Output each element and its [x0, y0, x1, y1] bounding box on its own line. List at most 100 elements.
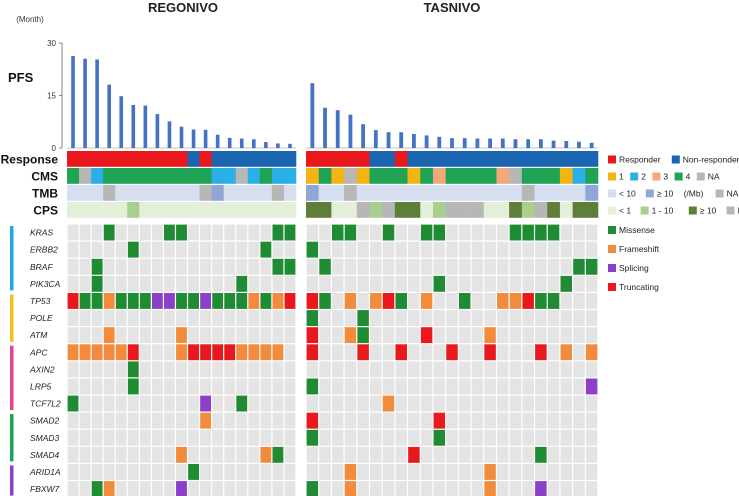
tasnivo-mutation-cell [484, 310, 496, 326]
regonivo-mutation-cell [272, 361, 284, 378]
tasnivo-mutation-cell [471, 258, 484, 275]
tasnivo-mutation-cell [573, 224, 585, 241]
tasnivo-cps-cell [382, 202, 396, 218]
tasnivo-mutation-cell [306, 429, 319, 446]
regonivo-mutation-cell [127, 378, 139, 395]
tasnivo-mutation-cell [306, 412, 319, 429]
tasnivo-mutation-cell [573, 378, 585, 395]
regonivo-mutation-cell [272, 395, 284, 412]
regonivo-cps-cell [259, 202, 273, 218]
tasnivo-cms-cell [356, 168, 370, 184]
tasnivo-mutation-cell [395, 446, 407, 463]
tasnivo-tmb-cell [420, 185, 434, 201]
regonivo-mutation-cell [272, 429, 284, 446]
tasnivo-mutation-cell [547, 224, 560, 241]
tasnivo-mutation-cell [547, 464, 560, 480]
tasnivo-mutation-cell [344, 241, 357, 258]
tasnivo-tmb-cell [496, 185, 510, 201]
tasnivo-mutation-cell [509, 464, 522, 480]
tasnivo-mutation-cell [395, 429, 407, 446]
tasnivo-mutation-cell [408, 412, 420, 429]
regonivo-mutation-cell [79, 446, 91, 463]
tasnivo-response-cell [458, 151, 472, 167]
tasnivo-cps-cell [356, 202, 370, 218]
regonivo-mutation-cell [248, 327, 260, 344]
regonivo-mutation-cell [139, 224, 151, 241]
regonivo-mutation-cell [164, 275, 175, 292]
regonivo-mutation-cell [272, 344, 284, 361]
regonivo-response-cell [247, 151, 261, 167]
tasnivo-cps-cell [534, 202, 548, 218]
regonivo-mutation-cell [188, 481, 199, 496]
legend-label-tmb: ≥ 10 [657, 189, 674, 199]
regonivo-pfs-bar [83, 58, 87, 148]
regonivo-response-cell [103, 151, 116, 167]
tasnivo-mutation-cell [471, 429, 484, 446]
legend-swatch-cms [608, 172, 616, 181]
regonivo-mutation-cell [176, 378, 187, 395]
tasnivo-mutation-cell [370, 224, 382, 241]
regonivo-cps-cell [271, 202, 285, 218]
regonivo-mutation-cell [236, 464, 248, 480]
tasnivo-mutation-cell [370, 412, 382, 429]
regonivo-mutation-cell [139, 327, 151, 344]
tasnivo-cps-cell [369, 202, 383, 218]
tasnivo-mutation-cell [458, 344, 471, 361]
regonivo-mutation-cell [139, 241, 151, 258]
tasnivo-mutation-cell [484, 327, 496, 344]
regonivo-mutation-cell [188, 378, 199, 395]
tasnivo-mutation-cell [560, 344, 573, 361]
regonivo-pfs-bar [95, 59, 99, 149]
regonivo-mutation-cell [260, 378, 272, 395]
tasnivo-mutation-cell [547, 361, 560, 378]
tasnivo-mutation-cell [471, 327, 484, 344]
tasnivo-mutation-cell [382, 310, 395, 326]
regonivo-mutation-cell [248, 344, 260, 361]
tasnivo-tmb-cell [382, 185, 396, 201]
regonivo-mutation-cell [284, 241, 296, 258]
tasnivo-mutation-cell [458, 378, 471, 395]
tasnivo-mutation-cell [408, 327, 420, 344]
legend-label-cps: ≥ 10 [700, 206, 717, 216]
tasnivo-mutation-cell [357, 464, 369, 480]
tasnivo-pfs-bar [335, 110, 340, 148]
regonivo-tmb-cell [163, 185, 176, 201]
regonivo-mutation-cell [224, 481, 236, 496]
regonivo-mutation-cell [224, 378, 236, 395]
tasnivo-mutation-cell [319, 327, 331, 344]
tasnivo-mutation-cell [446, 258, 458, 275]
tasnivo-mutation-cell [471, 378, 484, 395]
tasnivo-mutation-cell [382, 327, 395, 344]
regonivo-mutation-cell [67, 429, 79, 446]
tasnivo-mutation-cell [306, 344, 319, 361]
annotation-label-tmb: TMB [32, 187, 58, 201]
regonivo-tmb-cell [115, 185, 128, 201]
tasnivo-tmb-cell [559, 185, 573, 201]
tasnivo-mutation-cell [408, 310, 420, 326]
tasnivo-tmb-cell [318, 185, 332, 201]
regonivo-mutation-cell [164, 224, 175, 241]
regonivo-cps-cell [103, 202, 116, 218]
regonivo-mutation-cell [164, 344, 175, 361]
regonivo-mutation-cell [188, 412, 199, 429]
gene-group-bar [10, 226, 14, 291]
regonivo-cms-cell [283, 168, 297, 184]
regonivo-cms-cell [175, 168, 188, 184]
tasnivo-mutation-cell [382, 464, 395, 480]
regonivo-cps-cell [115, 202, 128, 218]
regonivo-mutation-cell [200, 361, 212, 378]
tasnivo-pfs-bar [348, 114, 353, 148]
regonivo-mutation-cell [103, 464, 115, 480]
regonivo-cps-cell [175, 202, 188, 218]
tasnivo-response-cell [318, 151, 332, 167]
regonivo-mutation-cell [151, 258, 163, 275]
regonivo-cps-cell [235, 202, 249, 218]
regonivo-mutation-cell [151, 361, 163, 378]
legends: Responder Non-responder 1 2 3 4 NA < 10 ≥ 10 (/Mb… [608, 155, 739, 292]
tasnivo-mutation-cell [471, 395, 484, 412]
regonivo-mutation-cell [91, 481, 103, 496]
tasnivo-mutation-cell [458, 361, 471, 378]
regonivo-pfs-bars [71, 55, 292, 149]
regonivo-mutation-cell [164, 310, 175, 326]
regonivo-tmb-cell [67, 185, 80, 201]
